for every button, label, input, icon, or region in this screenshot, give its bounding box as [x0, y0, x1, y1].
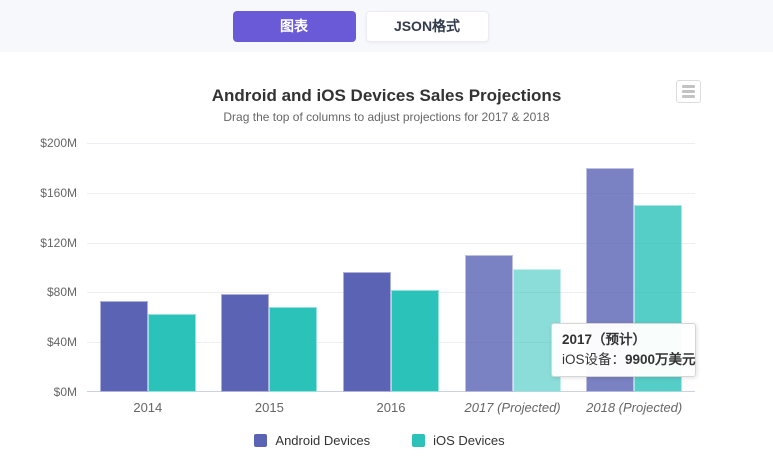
y-axis-tick-label: $80M — [46, 285, 77, 300]
top-toolbar: 图表 JSON格式 — [0, 0, 773, 52]
tooltip-series-label: iOS设备： — [562, 351, 626, 367]
x-axis-tick-label: 2015 — [254, 400, 284, 415]
bar-android-devices-2016[interactable] — [343, 272, 391, 392]
y-axis-tick-label: $0M — [53, 385, 77, 399]
y-axis-tick-label: $120M — [40, 235, 77, 250]
bar-ios-devices-2016[interactable] — [391, 289, 439, 392]
tooltip-value: 9900万美元 — [625, 351, 696, 367]
legend-marker-icon — [254, 434, 268, 447]
bar-android-devices-2015[interactable] — [221, 293, 270, 392]
gridline — [87, 242, 695, 244]
hamburger-line — [682, 85, 695, 88]
legend-label: iOS Devices — [433, 433, 505, 448]
y-axis-tick-label: $40M — [46, 335, 77, 350]
tooltip-header: 2017（预计） — [562, 332, 647, 347]
legend-item-android-devices[interactable]: Android Devices — [254, 433, 370, 448]
hamburger-line — [682, 95, 695, 98]
legend-marker-icon — [412, 434, 426, 447]
tooltip: 2017（预计） iOS设备：9900万美元 — [551, 323, 696, 378]
chart-subtitle: Drag the top of columns to adjust projec… — [223, 110, 550, 124]
hamburger-menu-icon[interactable] — [676, 80, 701, 103]
bar-android-devices-2017-projected-[interactable] — [464, 255, 513, 392]
y-axis-tick-label: $160M — [40, 185, 77, 200]
bar-ios-devices-2015[interactable] — [269, 307, 318, 392]
tooltip-body: iOS设备：9900万美元 — [562, 350, 696, 370]
x-axis-tick-label: 2018 (Projected) — [586, 400, 683, 415]
legend-label: Android Devices — [275, 433, 371, 448]
gridline — [87, 143, 695, 144]
y-axis-tick-label: $200M — [40, 136, 77, 150]
view-switcher: 图表 JSON格式 — [232, 10, 489, 42]
bar-ios-devices-2014[interactable] — [147, 313, 196, 392]
legend-item-ios-devices[interactable]: iOS Devices — [412, 433, 505, 448]
bar-android-devices-2014[interactable] — [99, 301, 148, 392]
tab-chart-view[interactable]: 图表 — [232, 10, 356, 42]
chart-legend: Android Devices iOS Devices — [0, 433, 766, 448]
gridline — [87, 192, 695, 194]
x-axis-tick-label: 2017 (Projected) — [464, 400, 561, 415]
chart-card: Android and iOS Devices Sales Projection… — [0, 52, 773, 468]
tab-json-view[interactable]: JSON格式 — [365, 10, 489, 42]
hamburger-line — [682, 90, 695, 93]
x-axis-tick-label: 2014 — [133, 400, 163, 415]
x-axis-tick-label: 2016 — [376, 400, 406, 415]
chart-title: Android and iOS Devices Sales Projection… — [211, 86, 562, 105]
